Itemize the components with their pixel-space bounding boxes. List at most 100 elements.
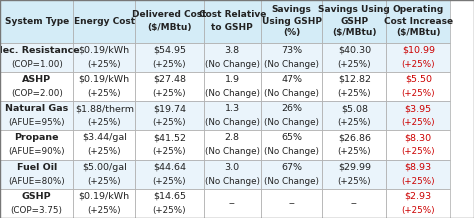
- Bar: [261, 189, 322, 218]
- Text: $44.64: $44.64: [153, 163, 186, 172]
- Text: Cost Relative: Cost Relative: [199, 10, 266, 19]
- Bar: [135, 160, 204, 189]
- Text: --: --: [351, 199, 358, 208]
- Text: GSHP: GSHP: [340, 17, 368, 26]
- Bar: [386, 43, 450, 72]
- Text: ($/MBtu): ($/MBtu): [332, 28, 376, 37]
- Text: $3.44/gal: $3.44/gal: [82, 133, 127, 142]
- Text: $12.82: $12.82: [338, 75, 371, 84]
- Text: $10.99: $10.99: [402, 46, 435, 55]
- Bar: [322, 101, 386, 130]
- Text: $19.74: $19.74: [153, 104, 186, 113]
- Text: (+25%): (+25%): [401, 60, 435, 69]
- Bar: [135, 130, 204, 160]
- Text: (No Change): (No Change): [205, 118, 260, 127]
- Text: $8.93: $8.93: [405, 163, 432, 172]
- Bar: [261, 72, 322, 101]
- Text: (No Change): (No Change): [205, 60, 260, 69]
- Bar: [386, 0, 450, 43]
- Text: $40.30: $40.30: [338, 46, 371, 55]
- Bar: [322, 0, 386, 43]
- Bar: [204, 72, 261, 101]
- Text: $1.88/therm: $1.88/therm: [75, 104, 134, 113]
- Text: $5.08: $5.08: [341, 104, 368, 113]
- Text: Fuel Oil: Fuel Oil: [17, 163, 57, 172]
- Text: 26%: 26%: [281, 104, 302, 113]
- Text: Delivered Cost: Delivered Cost: [132, 10, 207, 19]
- Bar: [135, 189, 204, 218]
- Bar: [135, 43, 204, 72]
- Text: (+25%): (+25%): [88, 60, 121, 69]
- Text: $5.00/gal: $5.00/gal: [82, 163, 127, 172]
- Bar: [73, 72, 135, 101]
- Text: (+25%): (+25%): [153, 60, 186, 69]
- Bar: [322, 43, 386, 72]
- Text: (No Change): (No Change): [264, 147, 319, 157]
- Text: (+25%): (+25%): [401, 147, 435, 157]
- Text: (+25%): (+25%): [337, 60, 371, 69]
- Text: 1.9: 1.9: [225, 75, 240, 84]
- Text: (No Change): (No Change): [205, 89, 260, 98]
- Text: (+25%): (+25%): [337, 177, 371, 186]
- Text: (+25%): (+25%): [337, 118, 371, 127]
- Text: 2.8: 2.8: [225, 133, 240, 142]
- Text: $2.93: $2.93: [405, 192, 432, 201]
- Bar: [135, 101, 204, 130]
- Text: (No Change): (No Change): [264, 118, 319, 127]
- Bar: [322, 72, 386, 101]
- Text: 47%: 47%: [281, 75, 302, 84]
- Text: (+25%): (+25%): [153, 177, 186, 186]
- Text: 67%: 67%: [281, 163, 302, 172]
- Text: $0.19/kWh: $0.19/kWh: [79, 192, 130, 201]
- Text: Energy Cost: Energy Cost: [74, 17, 135, 26]
- Text: (AFUE=95%): (AFUE=95%): [9, 118, 65, 127]
- Bar: [0, 160, 73, 189]
- Bar: [204, 0, 261, 43]
- Bar: [261, 160, 322, 189]
- Text: $26.86: $26.86: [338, 133, 371, 142]
- Bar: [204, 160, 261, 189]
- Text: Operating: Operating: [392, 5, 444, 14]
- Text: to GSHP: to GSHP: [211, 23, 253, 32]
- Text: (+25%): (+25%): [153, 206, 186, 215]
- Bar: [386, 189, 450, 218]
- Text: $41.52: $41.52: [153, 133, 186, 142]
- Text: (%): (%): [283, 28, 300, 37]
- Text: (+25%): (+25%): [153, 147, 186, 157]
- Bar: [386, 130, 450, 160]
- Bar: [0, 0, 73, 43]
- Bar: [386, 101, 450, 130]
- Text: $0.19/kWh: $0.19/kWh: [79, 75, 130, 84]
- Bar: [204, 43, 261, 72]
- Text: (No Change): (No Change): [264, 60, 319, 69]
- Bar: [73, 189, 135, 218]
- Text: (COP=2.00): (COP=2.00): [11, 89, 63, 98]
- Text: $29.99: $29.99: [338, 163, 371, 172]
- Text: $27.48: $27.48: [153, 75, 186, 84]
- Bar: [73, 130, 135, 160]
- Text: (No Change): (No Change): [264, 177, 319, 186]
- Bar: [73, 160, 135, 189]
- Bar: [0, 43, 73, 72]
- Text: 73%: 73%: [281, 46, 302, 55]
- Text: $54.95: $54.95: [153, 46, 186, 55]
- Bar: [0, 189, 73, 218]
- Bar: [322, 160, 386, 189]
- Bar: [386, 72, 450, 101]
- Bar: [261, 130, 322, 160]
- Text: ($/MBtu): ($/MBtu): [396, 28, 440, 37]
- Text: $3.95: $3.95: [405, 104, 432, 113]
- Bar: [135, 0, 204, 43]
- Text: 3.0: 3.0: [225, 163, 240, 172]
- Text: (COP=1.00): (COP=1.00): [11, 60, 63, 69]
- Bar: [204, 130, 261, 160]
- Text: (AFUE=80%): (AFUE=80%): [9, 177, 65, 186]
- Text: (No Change): (No Change): [264, 89, 319, 98]
- Text: Propane: Propane: [15, 133, 59, 142]
- Bar: [73, 43, 135, 72]
- Text: (+25%): (+25%): [401, 89, 435, 98]
- Text: 65%: 65%: [281, 133, 302, 142]
- Bar: [204, 101, 261, 130]
- Bar: [0, 130, 73, 160]
- Bar: [204, 189, 261, 218]
